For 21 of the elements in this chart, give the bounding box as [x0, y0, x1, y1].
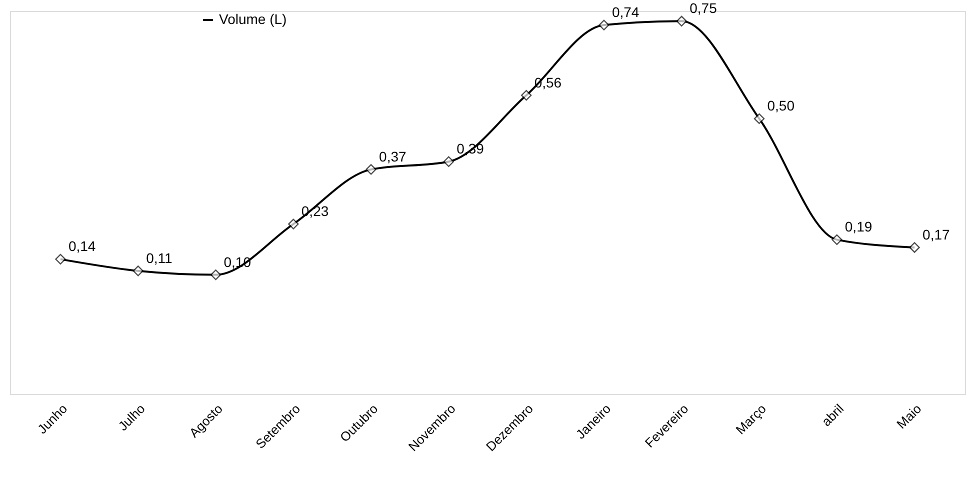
point [288, 218, 299, 230]
point [598, 20, 610, 30]
data-label: 0,50 [767, 98, 795, 114]
point [909, 242, 920, 253]
legend-label: Volume (L) [219, 11, 287, 27]
data-label: 0,11 [146, 250, 173, 266]
data-label: 0,75 [690, 0, 718, 16]
point [55, 254, 66, 265]
data-label: 0,37 [379, 148, 406, 164]
data-label: 0,74 [612, 4, 640, 20]
data-label: 0,17 [922, 226, 950, 242]
point [520, 90, 532, 101]
point [832, 234, 842, 246]
point [676, 16, 687, 26]
point [754, 113, 765, 124]
data-label: 0,19 [844, 218, 872, 235]
point [132, 266, 144, 276]
point [210, 269, 222, 280]
point [443, 156, 454, 167]
point [366, 164, 376, 175]
data-label: 0,14 [68, 238, 96, 254]
